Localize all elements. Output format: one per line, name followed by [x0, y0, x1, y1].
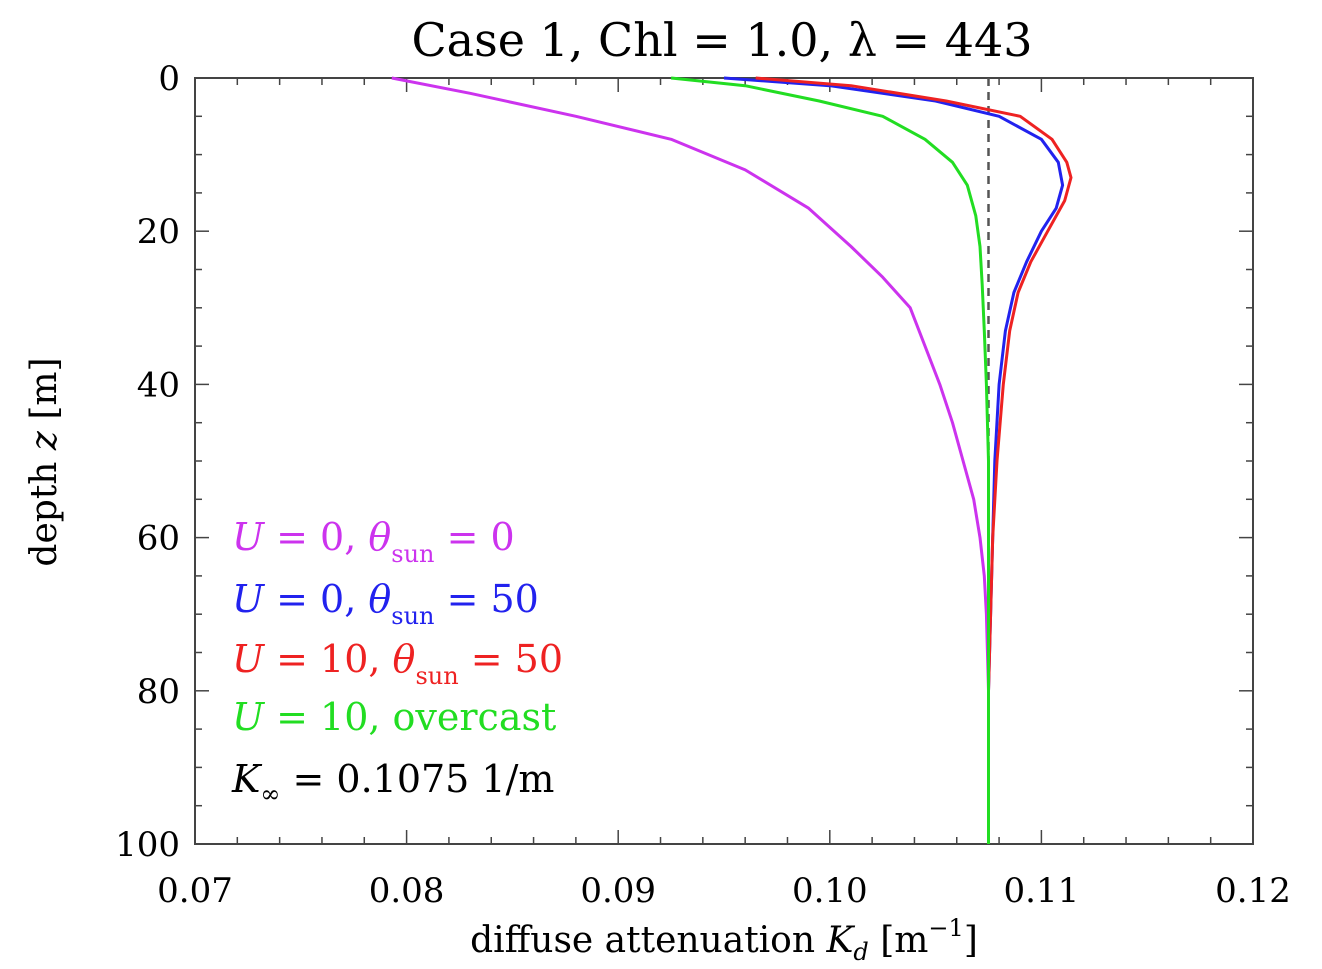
- series-line-2: [723, 76, 1065, 844]
- x-tick-label: 0.09: [580, 871, 656, 911]
- x-axis-unit-close: ]: [964, 920, 978, 961]
- x-tick-label: 0.12: [1215, 871, 1291, 911]
- legend-entry-2: U = 0, θsun = 50: [232, 577, 539, 630]
- y-axis-unit: [m]: [24, 357, 65, 419]
- y-tick-label: 100: [115, 825, 180, 865]
- x-axis-label-text: diffuse attenuation: [470, 920, 815, 961]
- y-tick-label: 80: [137, 672, 180, 712]
- k-infinity-text: K∞ = 0.1075 1/m: [231, 757, 554, 808]
- x-axis-symbol-sub: d: [853, 938, 868, 966]
- y-tick-label: 20: [137, 212, 180, 252]
- x-tick-labels: 0.07 0.08 0.09 0.10 0.11 0.12: [157, 871, 1291, 911]
- x-tick-label: 0.11: [1004, 871, 1080, 911]
- chart-title: Case 1, Chl = 1.0, λ = 443: [411, 13, 1032, 67]
- legend: U = 0, θsun = 0 U = 0, θsun = 50 U = 10, θ…: [232, 515, 563, 739]
- y-axis-label: depth z [m]: [24, 357, 65, 566]
- y-tick-label: 0: [158, 59, 180, 99]
- series-line-4: [670, 76, 990, 844]
- x-axis-symbol: K: [826, 920, 856, 961]
- x-tick-label: 0.07: [157, 871, 233, 911]
- y-tick-labels: 0 20 40 60 80 100: [115, 59, 180, 865]
- x-axis-unit-open: [m: [880, 920, 928, 961]
- k-infinity-annotation: K∞ = 0.1075 1/m: [231, 757, 554, 808]
- legend-entry-1: U = 0, θsun = 0: [232, 515, 515, 568]
- x-tick-label: 0.08: [369, 871, 445, 911]
- x-tick-label: 0.10: [792, 871, 868, 911]
- series-line-3: [755, 76, 1073, 844]
- series-lines: [391, 76, 1073, 844]
- y-axis-label-text: depth: [24, 462, 65, 567]
- y-axis-symbol: z: [24, 430, 65, 451]
- x-axis-unit-sup: −1: [928, 914, 963, 942]
- y-tick-label: 60: [137, 519, 180, 559]
- legend-entry-4: U = 10, overcast: [232, 695, 556, 739]
- legend-entry-3: U = 10, θsun = 50: [232, 637, 563, 690]
- x-axis-label: diffuse attenuation Kd [m−1]: [470, 914, 978, 966]
- series-line-1: [391, 76, 990, 844]
- y-tick-label: 40: [137, 365, 180, 405]
